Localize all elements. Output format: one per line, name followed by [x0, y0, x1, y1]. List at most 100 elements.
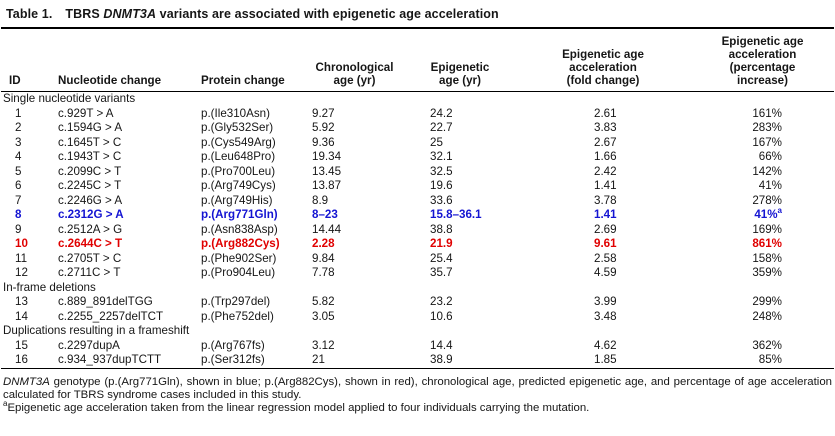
- cell-chronological-age: 9.27: [312, 106, 335, 120]
- cell-percentage-increase: 278%: [752, 193, 782, 207]
- cell-fold-change: 1.66: [594, 150, 617, 163]
- cell-epigenetic-age: 21.9: [430, 237, 453, 250]
- cell-id: 7: [15, 193, 22, 207]
- table-label: Table 1.: [6, 7, 53, 21]
- cell-protein-change: p.(Gly532Ser): [201, 121, 274, 134]
- cell-epigenetic-age: 38.8: [430, 222, 453, 236]
- cell-percentage-increase: 41%a: [754, 206, 782, 221]
- cell-chronological-age: 14.44: [312, 222, 342, 236]
- table-row: 15 c.2297dupA p.(Arg767fs) 3.12 14.4 4.62 362%: [1, 339, 834, 354]
- cell-fold-change: 3.48: [594, 309, 617, 323]
- cell-chronological-age: 5.92: [312, 121, 335, 134]
- cell-protein-change: p.(Arg749Cys): [201, 179, 276, 192]
- cell-id: 5: [15, 164, 22, 178]
- cell-percentage-increase: 158%: [752, 251, 782, 265]
- cell-epigenetic-age: 10.6: [430, 309, 453, 323]
- cell-nucleotide-change: c.1943T > C: [58, 150, 122, 163]
- cell-epigenetic-age: 24.2: [430, 106, 453, 120]
- col-header-epigenetic-age: Epigenetic age (yr): [430, 61, 490, 87]
- cell-fold-change: 2.69: [594, 222, 617, 236]
- cell-nucleotide-change: c.2512A > G: [58, 222, 123, 236]
- cell-nucleotide-change: c.2246G > A: [58, 193, 123, 207]
- table-row: 13 c.889_891delTGG p.(Trp297del) 5.82 23.2 3.…: [1, 295, 834, 310]
- cell-percentage-increase: 161%: [752, 106, 782, 120]
- cell-percentage-increase: 299%: [752, 295, 782, 308]
- cell-nucleotide-change: c.889_891delTGG: [58, 295, 153, 308]
- section-header-row: Duplications resulting in a frameshift: [1, 324, 834, 339]
- cell-protein-change: p.(Ser312fs): [201, 353, 265, 366]
- cell-percentage-increase: 362%: [752, 338, 782, 352]
- table-row: 4 c.1943T > C p.(Leu648Pro) 19.34 32.1 1.66 66…: [1, 150, 834, 165]
- table-body: Single nucleotide variants 1 c.929T > A p.(…: [1, 92, 834, 368]
- table-row: 2 c.1594G > A p.(Gly532Ser) 5.92 22.7 3.83 283…: [1, 121, 834, 136]
- col-header-protein-change: Protein change: [201, 74, 285, 87]
- cell-fold-change: 3.78: [594, 193, 617, 207]
- table-header: ID Nucleotide change Protein change Chro…: [1, 28, 834, 92]
- footnote-a-text: Epigenetic age acceleration taken from t…: [7, 402, 590, 415]
- section-header: Duplications resulting in a frameshift: [3, 324, 190, 337]
- cell-nucleotide-change: c.929T > A: [58, 106, 114, 120]
- cell-epigenetic-age: 35.7: [430, 266, 453, 279]
- cell-percentage-increase: 167%: [752, 135, 782, 149]
- cell-percentage-increase: 85%: [758, 353, 782, 366]
- cell-percentage-increase: 66%: [758, 150, 782, 163]
- cell-id: 8: [15, 208, 22, 221]
- cell-protein-change: p.(Phe902Ser): [201, 251, 277, 265]
- cell-chronological-age: 13.45: [312, 164, 342, 178]
- cell-percentage-increase: 359%: [752, 266, 782, 279]
- cell-nucleotide-change: c.2245C > T: [58, 179, 122, 192]
- cell-fold-change: 1.41: [594, 179, 617, 192]
- cell-epigenetic-age: 32.5: [430, 164, 453, 178]
- cell-id: 14: [15, 309, 28, 323]
- cell-percentage-increase: 142%: [752, 164, 782, 178]
- cell-chronological-age: 8–23: [312, 208, 338, 221]
- cell-nucleotide-change: c.2711C > T: [58, 266, 121, 279]
- cell-id: 10: [15, 237, 28, 250]
- table-row: 1 c.929T > A p.(Ile310Asn) 9.27 24.2 2.61 161%: [1, 107, 834, 122]
- cell-protein-change: p.(Phe752del): [201, 309, 274, 323]
- section-header: In-frame deletions: [3, 280, 96, 294]
- col-header-percentage-increase: Epigenetic age acceleration (percentage …: [721, 35, 804, 87]
- cell-id: 3: [15, 135, 22, 149]
- cell-fold-change: 1.85: [594, 353, 617, 366]
- table-row: 6 c.2245C > T p.(Arg749Cys) 13.87 19.6 1.41 41…: [1, 179, 834, 194]
- cell-protein-change: p.(Arg767fs): [201, 338, 265, 352]
- cell-chronological-age: 13.87: [312, 179, 342, 192]
- cell-epigenetic-age: 25: [430, 135, 443, 149]
- cell-nucleotide-change: c.2312G > A: [58, 208, 124, 221]
- cell-epigenetic-age: 33.6: [430, 193, 453, 207]
- col-header-id: ID: [9, 74, 21, 87]
- table-row: 9 c.2512A > G p.(Asn838Asp) 14.44 38.8 2.69 16…: [1, 223, 834, 238]
- cell-percentage-increase: 283%: [752, 121, 782, 134]
- cell-protein-change: p.(Cys549Arg): [201, 135, 276, 149]
- cell-protein-change: p.(Pro904Leu): [201, 266, 276, 279]
- cell-id: 15: [15, 338, 28, 352]
- table-row: 3 c.1645T > C p.(Cys549Arg) 9.36 25 2.67 167%: [1, 136, 834, 151]
- cell-chronological-age: 2.28: [312, 237, 335, 250]
- cell-chronological-age: 19.34: [312, 150, 342, 163]
- cell-fold-change: 2.42: [594, 164, 617, 178]
- table-row: 8 c.2312G > A p.(Arg771Gln) 8–23 15.8–36.1 1.…: [1, 206, 834, 223]
- header-row: ID Nucleotide change Protein change Chro…: [1, 28, 834, 92]
- cell-protein-change: p.(Arg771Gln): [201, 208, 278, 221]
- cell-fold-change: 3.99: [594, 295, 617, 308]
- title-text-suffix: variants are associated with epigenetic …: [156, 7, 499, 21]
- cell-chronological-age: 3.12: [312, 338, 335, 352]
- cell-fold-change: 2.67: [594, 135, 617, 149]
- cell-id: 12: [15, 266, 28, 279]
- cell-percentage-increase: 41%: [758, 179, 782, 192]
- cell-fold-change: 2.61: [594, 106, 617, 120]
- cell-protein-change: p.(Arg882Cys): [201, 237, 280, 250]
- cell-epigenetic-age: 19.6: [430, 179, 453, 192]
- col-header-chronological-age: Chronological age (yr): [315, 61, 394, 87]
- cell-protein-change: p.(Asn838Asp): [201, 222, 278, 236]
- cell-id: 6: [15, 179, 22, 192]
- table-title: Table 1. TBRS DNMT3A variants are associa…: [1, 5, 834, 27]
- cell-protein-change: p.(Pro700Leu): [201, 164, 276, 178]
- cell-epigenetic-age: 38.9: [430, 353, 453, 366]
- cell-fold-change: 4.62: [594, 338, 617, 352]
- cell-nucleotide-change: c.2705T > C: [58, 251, 122, 265]
- cell-chronological-age: 7.78: [312, 266, 335, 279]
- footnote-legend: DNMT3A genotype (p.(Arg771Gln), shown in…: [3, 376, 832, 403]
